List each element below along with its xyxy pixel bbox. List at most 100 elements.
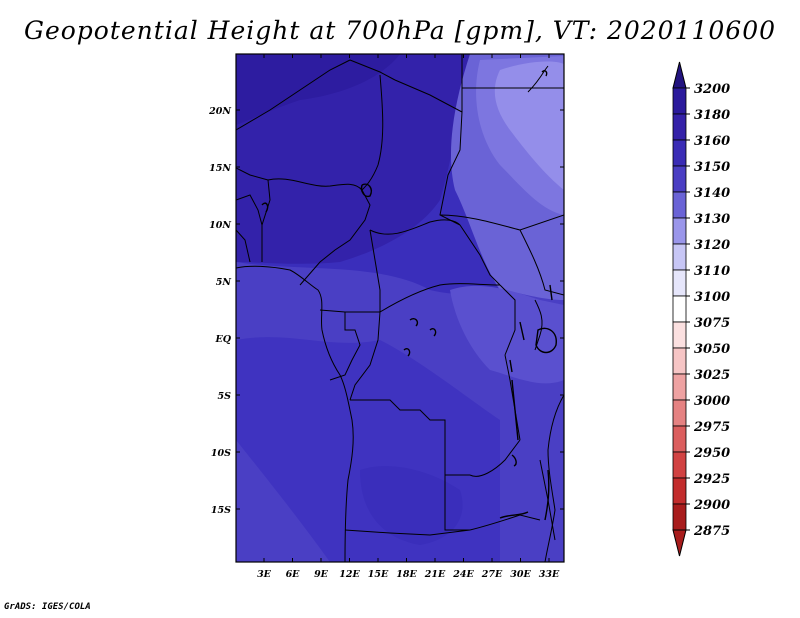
lon-label: 30E <box>510 569 531 580</box>
lat-label: 5N <box>216 277 232 288</box>
lake-tana <box>541 70 548 77</box>
colorbar-label: 3100 <box>694 290 730 305</box>
colorbar-label: 2975 <box>693 420 730 435</box>
colorbar-label: 3160 <box>694 134 730 149</box>
colorbar-box <box>672 295 687 323</box>
colorbar-box <box>672 87 687 115</box>
lake-volta <box>261 202 269 213</box>
lat-label: 5S <box>218 391 232 402</box>
border-mali-niger <box>236 167 269 181</box>
lat-label: 15S <box>211 505 231 516</box>
height-field <box>236 54 564 562</box>
colorbar-label: 2950 <box>693 446 730 461</box>
lon-label: 9E <box>314 569 329 580</box>
colorbar-label: 2925 <box>693 472 730 487</box>
border-algeria-libya <box>236 59 351 131</box>
congo-oxbows <box>403 317 437 357</box>
lake-kivu <box>509 359 513 373</box>
colorbar-label: 3025 <box>694 368 730 383</box>
lakes <box>261 70 557 521</box>
border-gabon-congo <box>329 312 361 381</box>
colorbar: 3200 3180 3160 3150 3140 3130 3120 3110 3100 3075… <box>672 61 730 557</box>
colorbar-label: 3150 <box>694 160 730 175</box>
colorbar-box <box>672 217 687 245</box>
colorbar-box <box>672 425 687 453</box>
colorbar-box <box>672 139 687 167</box>
colorbar-box <box>672 477 687 505</box>
field-northwest-deep <box>236 54 400 125</box>
colorbar-box <box>672 165 687 193</box>
border-chad-sudan <box>439 111 463 226</box>
colorbar-box <box>672 113 687 141</box>
lon-label: 3E <box>257 569 272 580</box>
border-drc-zambia <box>469 439 521 477</box>
colorbar-label: 3130 <box>694 212 730 227</box>
border-cameroon-gabon <box>319 309 380 313</box>
colorbar-box <box>672 321 687 349</box>
field-east-patch <box>450 285 564 384</box>
map-title: Geopotential Height at 700hPa [gpm], VT:… <box>23 16 777 45</box>
colorbar-label: 2875 <box>693 524 730 539</box>
border-libya-chad <box>394 79 463 113</box>
lake-kariba <box>499 511 529 519</box>
border-nigeria-benin <box>261 179 271 262</box>
colorbar-box <box>672 451 687 479</box>
lake-victoria <box>535 327 557 354</box>
lon-label: 27E <box>481 569 503 580</box>
border-car-sudan <box>459 224 501 286</box>
colorbar-box <box>672 243 687 271</box>
political-boundaries <box>236 54 564 562</box>
lake-tanganyika <box>511 379 519 441</box>
colorbar-box <box>672 503 687 531</box>
border-west-africa-1 <box>236 194 263 226</box>
border-angola-zambia <box>444 475 470 531</box>
lake-chad <box>360 183 372 198</box>
colorbar-box <box>672 399 687 427</box>
lake-malawi <box>544 469 550 521</box>
border-ethiopia <box>519 229 564 296</box>
colorbar-box <box>672 347 687 375</box>
colorbar-label: 3110 <box>694 264 730 279</box>
field-south-dark <box>360 466 463 545</box>
lat-label: 15N <box>209 163 231 174</box>
border-zambia-zimbabwe <box>469 514 541 531</box>
border-chad-car <box>369 219 461 235</box>
colorbar-label: 3075 <box>694 316 730 331</box>
border-drc-uganda <box>499 284 516 356</box>
field-north-dark <box>236 54 470 264</box>
border-angola-namibia <box>344 529 471 536</box>
lat-label: 10S <box>211 448 231 459</box>
lat-label: 10N <box>209 220 231 231</box>
lake-turkana <box>549 284 553 301</box>
colorbar-label: 3120 <box>694 238 730 253</box>
border-nigeria-cameroon <box>299 189 371 286</box>
colorbar-box <box>672 191 687 219</box>
colorbar-top-arrow <box>672 61 687 89</box>
colorbar-label: 3000 <box>694 394 730 409</box>
lon-label: 24E <box>452 569 474 580</box>
colorbar-label: 2900 <box>693 498 730 513</box>
grads-credit: GrADS: IGES/COLA <box>4 602 91 612</box>
lon-label: 12E <box>339 569 360 580</box>
colorbar-bottom-arrow <box>672 529 687 557</box>
colorbar-label: 3140 <box>694 186 730 201</box>
lon-label: 15E <box>368 569 389 580</box>
colorbar-label: 3180 <box>694 108 730 123</box>
coastline-east-africa <box>544 394 564 562</box>
colorbar-label: 3050 <box>694 342 730 357</box>
lat-label: 20N <box>208 106 231 117</box>
border-car-drc <box>379 283 501 313</box>
border-niger-chad <box>361 74 384 191</box>
lon-label: 6E <box>286 569 301 580</box>
border-niger-nigeria <box>267 178 363 191</box>
border-west-africa-2 <box>236 229 251 263</box>
lat-label: EQ <box>214 334 231 345</box>
colorbar-label: 3200 <box>694 82 730 97</box>
colorbar-box <box>672 373 687 401</box>
lon-label: 33E <box>539 569 560 580</box>
colorbar-box <box>672 269 687 297</box>
border-niger-libya <box>349 59 396 81</box>
lat-axis: 20N 15N 10N 5N EQ 5S 10S 15S <box>208 106 564 516</box>
border-drc-tanzania <box>504 354 521 441</box>
